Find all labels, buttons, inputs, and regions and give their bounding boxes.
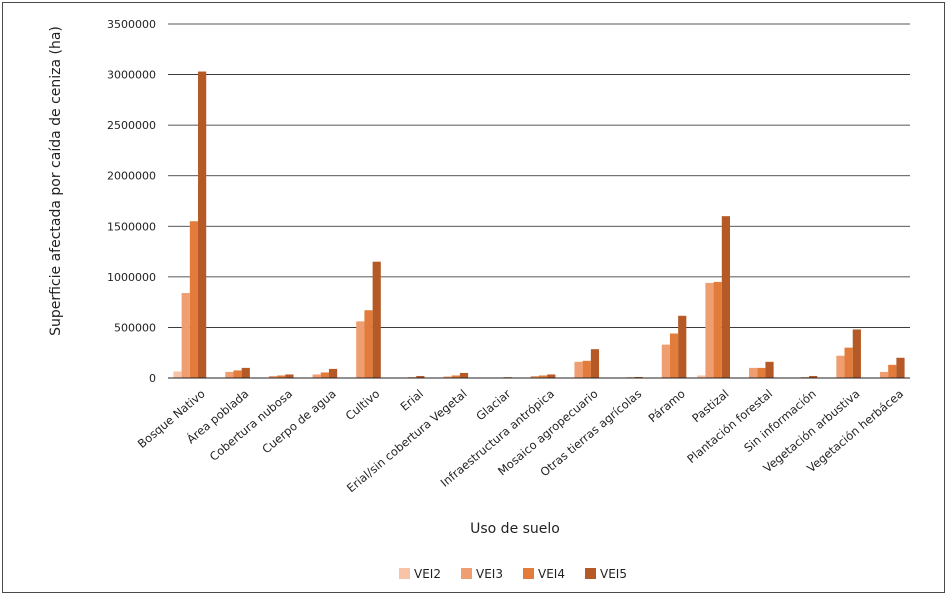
- bar-vei5-4: [372, 261, 381, 378]
- bar-vei3-12: [705, 282, 714, 378]
- bar-vei3-6: [443, 376, 452, 378]
- bar-vei5-16: [896, 357, 905, 378]
- bar-vei4-4: [364, 310, 373, 378]
- x-category-label: Erial: [398, 387, 426, 414]
- bar-vei5-8: [547, 374, 556, 378]
- legend-swatch-vei2: [399, 568, 410, 579]
- bar-vei4-16: [888, 364, 897, 378]
- bar-vei4-1: [233, 370, 242, 378]
- y-tick-label: 3000000: [107, 69, 156, 82]
- bar-vei3-11: [661, 344, 670, 378]
- y-tick-label: 2000000: [107, 170, 156, 183]
- legend-label-vei3: VEI3: [476, 567, 503, 581]
- bar-vei5-1: [241, 367, 250, 378]
- x-category-label: Glaciar: [473, 386, 513, 423]
- x-axis-title: Uso de suelo: [470, 521, 560, 537]
- bar-vei3-15: [836, 355, 845, 378]
- bar-vei4-13: [757, 367, 766, 378]
- x-category-label: Páramo: [646, 387, 688, 426]
- bars: [173, 71, 905, 378]
- bar-vei5-9: [590, 349, 600, 378]
- x-category-label: Pastizal: [689, 387, 731, 426]
- legend: VEI2 VEI3 VEI4 VEI5: [399, 567, 627, 581]
- legend-label-vei5: VEI5: [600, 567, 627, 581]
- bar-vei5-3: [328, 368, 338, 378]
- bar-vei4-9: [582, 360, 591, 378]
- y-axis-ticks: 0 500000 1000000 1500000 2000000 2500000 30000…: [107, 18, 156, 385]
- bar-vei2-12: [697, 375, 706, 378]
- legend-swatch-vei5: [585, 568, 596, 579]
- bar-vei5-2: [285, 374, 294, 378]
- y-axis-title: Superficie afectada por caída de ceniza …: [48, 26, 64, 336]
- bar-vei4-15: [844, 347, 853, 378]
- bar-vei3-1: [225, 371, 234, 378]
- bar-vei4-11: [669, 333, 679, 378]
- bar-vei3-8: [530, 375, 539, 378]
- bar-vei4-6: [451, 375, 460, 378]
- y-tick-label: 1500000: [107, 220, 156, 233]
- bar-vei5-6: [459, 372, 469, 378]
- bar-vei5-12: [721, 216, 730, 378]
- legend-swatch-vei3: [461, 568, 472, 579]
- bar-vei3-9: [574, 361, 583, 378]
- bar-vei5-10: [634, 376, 643, 378]
- y-tick-label: 1000000: [107, 271, 156, 284]
- bar-vei5-15: [852, 329, 861, 378]
- bar-vei4-12: [713, 281, 722, 378]
- grid-lines: [168, 23, 910, 328]
- y-tick-label: 3500000: [107, 18, 156, 31]
- x-category-label: Cobertura nubosa: [207, 387, 295, 464]
- bar-vei2-0: [173, 371, 182, 378]
- bar-vei3-16: [879, 371, 889, 378]
- bar-vei4-8: [539, 375, 548, 378]
- bar-vei3-2: [268, 375, 278, 378]
- bar-chart: 0 500000 1000000 1500000 2000000 2500000 30000…: [48, 18, 910, 581]
- bar-vei4-3: [320, 372, 329, 378]
- bar-vei3-0: [181, 293, 190, 378]
- bar-vei3-4: [356, 321, 365, 378]
- bar-vei5-5: [416, 375, 425, 378]
- y-tick-label: 2500000: [107, 119, 156, 132]
- legend-label-vei4: VEI4: [538, 567, 565, 581]
- bar-vei5-0: [198, 71, 207, 378]
- x-category-label: Cultivo: [343, 387, 383, 423]
- bar-vei3-3: [312, 374, 321, 378]
- y-tick-label: 0: [149, 372, 156, 385]
- legend-swatch-vei4: [523, 568, 534, 579]
- bar-vei5-11: [678, 315, 687, 378]
- y-tick-label: 500000: [114, 321, 156, 334]
- legend-label-vei2: VEI2: [414, 567, 441, 581]
- bar-vei3-13: [749, 367, 758, 378]
- bar-vei4-2: [277, 375, 286, 378]
- x-category-label: Cuerpo de agua: [259, 387, 338, 457]
- bar-vei4-0: [189, 221, 199, 378]
- bar-vei5-14: [809, 375, 818, 378]
- bar-vei5-13: [765, 361, 774, 378]
